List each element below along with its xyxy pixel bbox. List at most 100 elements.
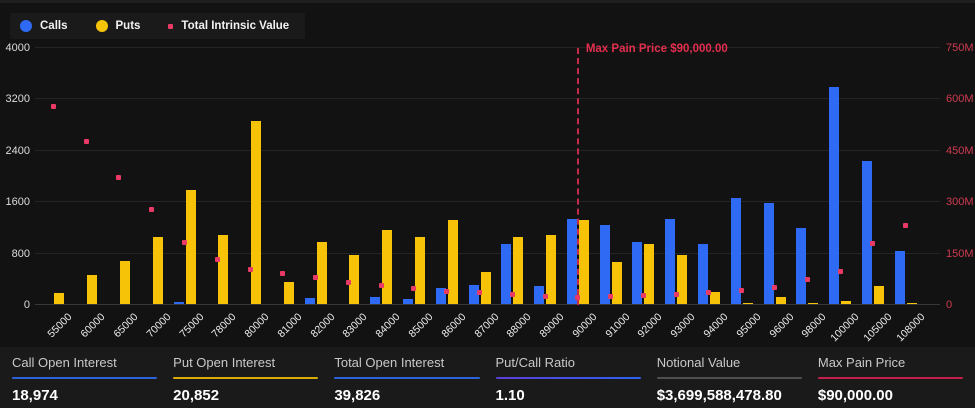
- put-bar[interactable]: [513, 237, 524, 304]
- x-axis-label: 70000: [144, 311, 174, 341]
- put-bar[interactable]: [480, 271, 491, 304]
- call-bar[interactable]: [370, 296, 381, 304]
- puts-marker-icon: [95, 20, 108, 32]
- intrinsic-value-dot[interactable]: [247, 267, 253, 273]
- intrinsic-value-dot[interactable]: [477, 290, 482, 296]
- intrinsic-value-dot[interactable]: [772, 285, 777, 291]
- gridline: [35, 252, 940, 254]
- put-bar[interactable]: [841, 301, 852, 304]
- x-axis-label: 86000: [439, 311, 469, 341]
- intrinsic-value-dot[interactable]: [640, 292, 646, 298]
- call-bar[interactable]: [697, 243, 708, 304]
- intrinsic-value-dot[interactable]: [673, 292, 679, 298]
- intrinsic-value-dot[interactable]: [280, 271, 286, 277]
- intrinsic-value-dot[interactable]: [444, 288, 450, 294]
- intrinsic-value-dot[interactable]: [608, 293, 614, 299]
- put-bar[interactable]: [808, 303, 819, 304]
- call-bar[interactable]: [435, 287, 446, 304]
- call-bar[interactable]: [763, 203, 774, 304]
- x-axis-label: 94000: [701, 311, 731, 341]
- put-bar[interactable]: [54, 293, 65, 304]
- call-bar[interactable]: [861, 161, 872, 304]
- intrinsic-value-dot[interactable]: [837, 268, 843, 274]
- call-bar[interactable]: [534, 286, 545, 304]
- stat-total-open-interest: Total Open Interest 39,826: [334, 355, 480, 408]
- intrinsic-value-dot[interactable]: [870, 241, 876, 247]
- put-bar[interactable]: [382, 230, 393, 304]
- call-bar[interactable]: [829, 86, 840, 304]
- intrinsic-value-dot[interactable]: [313, 275, 319, 281]
- left-axis-tick: 0: [23, 299, 30, 311]
- legend-item-calls[interactable]: Calls: [20, 20, 68, 32]
- x-axis-label: 90000: [570, 311, 600, 341]
- intrinsic-value-dot[interactable]: [739, 287, 745, 293]
- x-axis-label: 80000: [242, 311, 272, 341]
- put-bar[interactable]: [578, 220, 589, 304]
- put-bar[interactable]: [283, 281, 294, 304]
- right-axis-tick: 450M: [946, 144, 974, 157]
- intrinsic-value-dot[interactable]: [378, 283, 384, 288]
- put-bar[interactable]: [87, 275, 98, 304]
- intrinsic-value-dot[interactable]: [509, 292, 515, 298]
- call-bar[interactable]: [501, 243, 512, 304]
- call-bar[interactable]: [894, 251, 905, 304]
- call-bar[interactable]: [796, 227, 807, 304]
- call-bar[interactable]: [468, 284, 479, 304]
- call-bar[interactable]: [304, 297, 315, 304]
- plot-area: 0 0 800 150M 1600 300M 2400 450M 3200 600M 4000 750…: [6, 42, 974, 344]
- put-bar[interactable]: [119, 260, 130, 304]
- left-axis-tick: 1600: [5, 196, 30, 209]
- intrinsic-value-dot[interactable]: [804, 276, 810, 282]
- intrinsic-value-dot[interactable]: [182, 239, 187, 245]
- call-bar[interactable]: [173, 302, 184, 304]
- stat-underline: [495, 377, 641, 379]
- call-bar[interactable]: [566, 219, 577, 304]
- stats-bar: Call Open Interest 18,974 Put Open Interes…: [0, 347, 975, 408]
- put-bar[interactable]: [677, 254, 688, 304]
- intrinsic-value-dot[interactable]: [345, 280, 351, 286]
- put-bar[interactable]: [414, 236, 425, 304]
- stat-value: 20,852: [173, 387, 220, 404]
- legend-item-puts[interactable]: Puts: [95, 20, 140, 32]
- call-bar[interactable]: [402, 299, 413, 304]
- put-bar[interactable]: [447, 220, 458, 304]
- put-bar[interactable]: [251, 120, 262, 304]
- stat-label: Notional Value: [656, 355, 741, 370]
- stat-underline: [656, 377, 802, 379]
- intrinsic-value-dot[interactable]: [50, 104, 56, 110]
- put-bar[interactable]: [546, 235, 557, 304]
- x-axis-label: 96000: [766, 311, 796, 341]
- call-bar[interactable]: [730, 198, 741, 304]
- put-bar[interactable]: [775, 296, 786, 304]
- put-bar[interactable]: [906, 302, 917, 304]
- intrinsic-value-dot[interactable]: [214, 256, 220, 262]
- intrinsic-value-dot[interactable]: [903, 222, 909, 228]
- x-axis-label: 85000: [406, 311, 436, 341]
- put-bar[interactable]: [873, 286, 884, 304]
- intrinsic-value-dot[interactable]: [706, 289, 712, 295]
- put-bar[interactable]: [218, 234, 229, 304]
- legend-label: Total Intrinsic Value: [181, 20, 290, 32]
- legend-item-total-intrinsic-value[interactable]: Total Intrinsic Value: [168, 20, 289, 32]
- put-bar[interactable]: [185, 189, 196, 304]
- intrinsic-value-dot[interactable]: [83, 138, 89, 144]
- put-bar[interactable]: [349, 255, 360, 304]
- intrinsic-value-dot[interactable]: [575, 295, 581, 301]
- put-bar[interactable]: [316, 241, 327, 304]
- stat-value: 1.10: [495, 387, 525, 404]
- intrinsic-value-dot[interactable]: [411, 286, 417, 292]
- put-bar[interactable]: [742, 302, 753, 304]
- call-bar[interactable]: [632, 242, 643, 304]
- put-bar[interactable]: [709, 291, 720, 304]
- stat-value: 39,826: [334, 387, 381, 404]
- put-bar[interactable]: [644, 244, 655, 304]
- intrinsic-value-dot[interactable]: [116, 174, 122, 180]
- put-bar[interactable]: [611, 262, 622, 304]
- intrinsic-value-dot[interactable]: [149, 207, 155, 213]
- intrinsic-value-dot[interactable]: [542, 294, 548, 300]
- chart-legend: Calls Puts Total Intrinsic Value: [10, 13, 306, 39]
- put-bar[interactable]: [152, 236, 163, 304]
- call-bar[interactable]: [665, 219, 676, 304]
- stat-label: Put/Call Ratio: [495, 355, 575, 370]
- call-bar[interactable]: [599, 224, 610, 304]
